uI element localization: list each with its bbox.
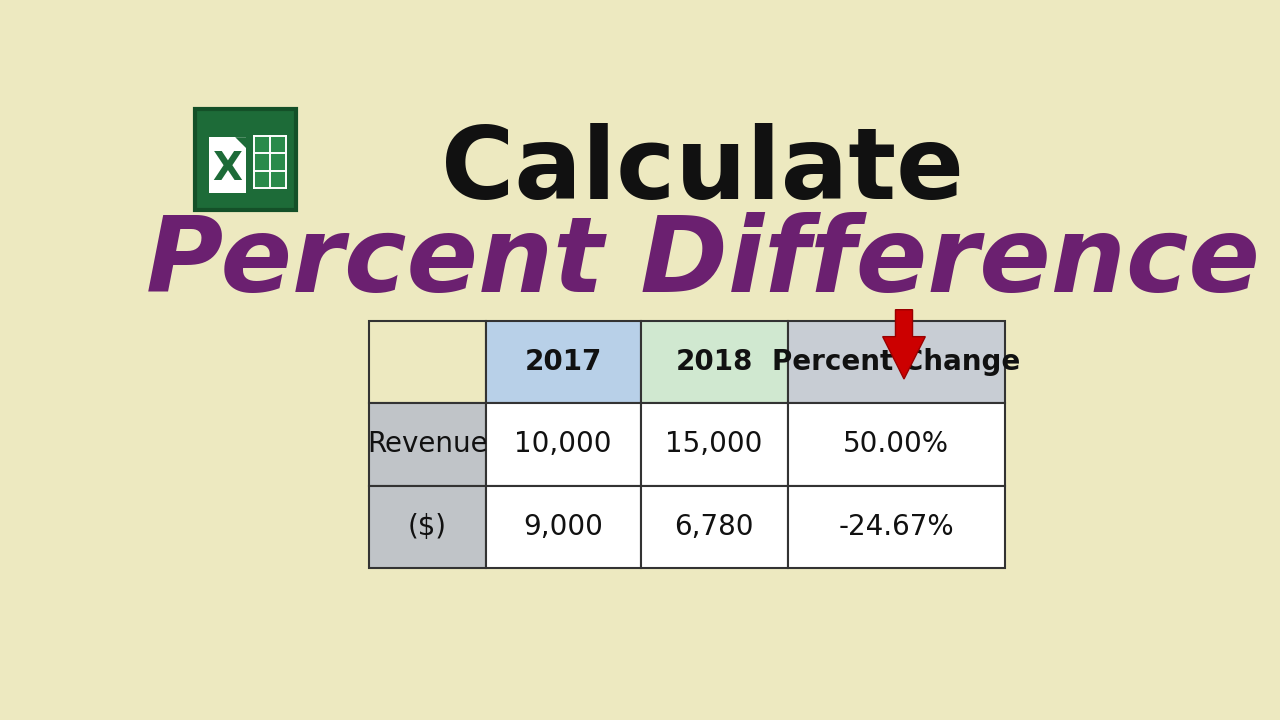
- Polygon shape: [236, 138, 246, 148]
- Bar: [369, 403, 485, 485]
- Polygon shape: [883, 310, 925, 379]
- Bar: [640, 321, 787, 403]
- Text: -24.67%: -24.67%: [838, 513, 954, 541]
- Bar: [369, 485, 485, 567]
- Bar: [485, 485, 640, 567]
- Text: 2017: 2017: [525, 348, 602, 377]
- Bar: [640, 485, 787, 567]
- Bar: [485, 321, 640, 403]
- Bar: [369, 321, 485, 403]
- Bar: [640, 403, 787, 485]
- FancyBboxPatch shape: [209, 138, 246, 193]
- Text: 10,000: 10,000: [515, 431, 612, 459]
- FancyBboxPatch shape: [253, 135, 287, 188]
- Text: Percent Difference: Percent Difference: [146, 212, 1260, 315]
- Text: 9,000: 9,000: [524, 513, 603, 541]
- Text: X: X: [212, 150, 242, 188]
- Text: 50.00%: 50.00%: [844, 431, 950, 459]
- Text: 2018: 2018: [676, 348, 753, 377]
- Text: Revenue: Revenue: [367, 431, 488, 459]
- Text: 6,780: 6,780: [675, 513, 754, 541]
- Text: 15,000: 15,000: [666, 431, 763, 459]
- Bar: [787, 321, 1005, 403]
- Text: ($): ($): [408, 513, 447, 541]
- Bar: [787, 403, 1005, 485]
- Text: Percent Change: Percent Change: [772, 348, 1020, 377]
- FancyBboxPatch shape: [195, 109, 296, 210]
- Text: Calculate: Calculate: [442, 122, 964, 220]
- Bar: [485, 403, 640, 485]
- Bar: [787, 485, 1005, 567]
